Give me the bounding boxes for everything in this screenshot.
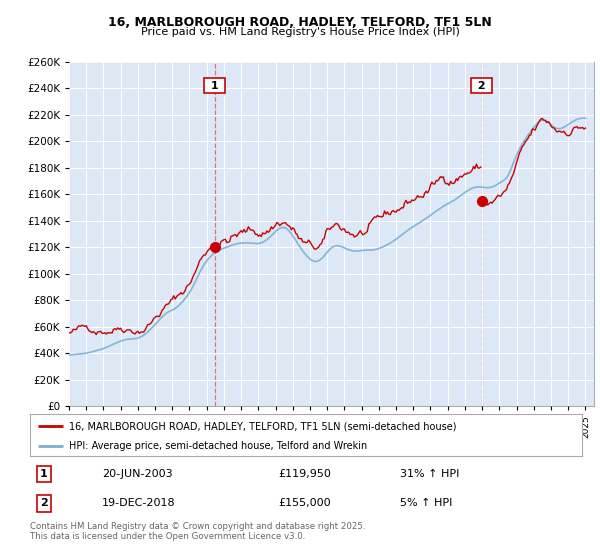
Text: HPI: Average price, semi-detached house, Telford and Wrekin: HPI: Average price, semi-detached house,… (68, 441, 367, 451)
Text: 16, MARLBOROUGH ROAD, HADLEY, TELFORD, TF1 5LN: 16, MARLBOROUGH ROAD, HADLEY, TELFORD, T… (108, 16, 492, 29)
Text: 2: 2 (40, 498, 47, 508)
Text: 20-JUN-2003: 20-JUN-2003 (102, 469, 172, 479)
Text: 1: 1 (40, 469, 47, 479)
Text: 1: 1 (207, 81, 223, 91)
Text: 16, MARLBOROUGH ROAD, HADLEY, TELFORD, TF1 5LN (semi-detached house): 16, MARLBOROUGH ROAD, HADLEY, TELFORD, T… (68, 421, 456, 431)
Text: Price paid vs. HM Land Registry's House Price Index (HPI): Price paid vs. HM Land Registry's House … (140, 27, 460, 37)
Text: £155,000: £155,000 (278, 498, 331, 508)
Text: Contains HM Land Registry data © Crown copyright and database right 2025.
This d: Contains HM Land Registry data © Crown c… (30, 522, 365, 542)
Text: 19-DEC-2018: 19-DEC-2018 (102, 498, 175, 508)
Text: 31% ↑ HPI: 31% ↑ HPI (400, 469, 459, 479)
Text: 2: 2 (474, 81, 490, 91)
Text: 5% ↑ HPI: 5% ↑ HPI (400, 498, 452, 508)
Text: £119,950: £119,950 (278, 469, 331, 479)
